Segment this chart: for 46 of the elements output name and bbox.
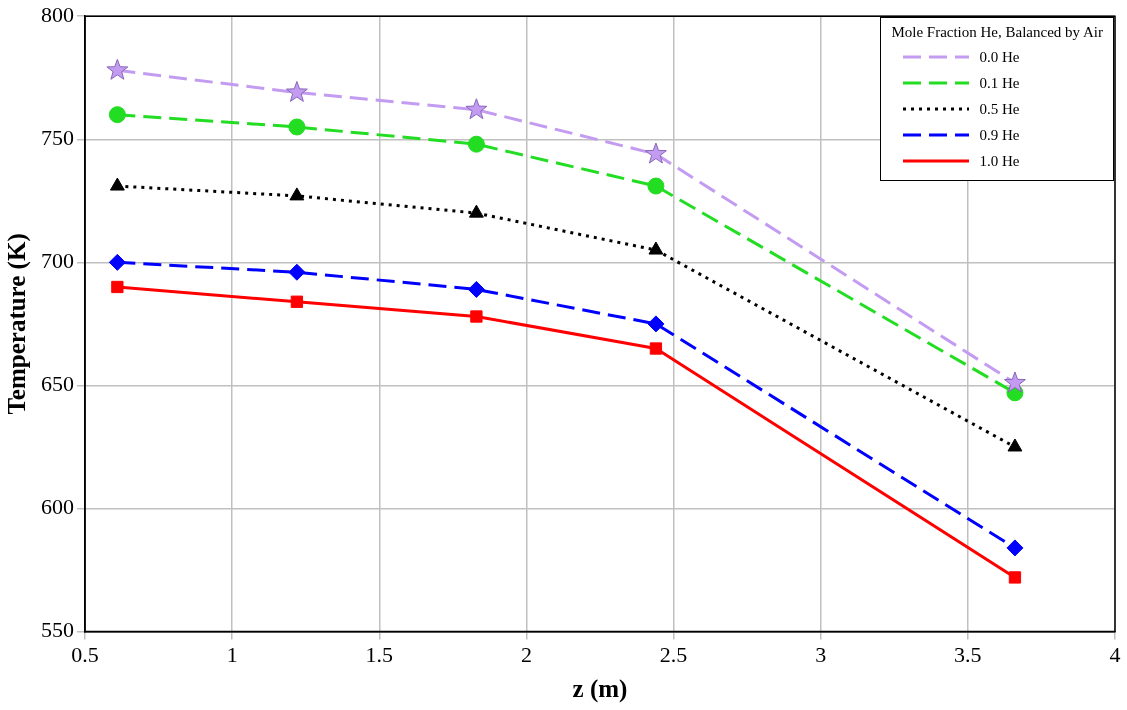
legend-label: 0.0 He	[979, 48, 1020, 66]
point	[470, 310, 483, 323]
point	[467, 280, 485, 298]
point	[647, 315, 665, 333]
y-tick-label: 550	[41, 617, 74, 643]
point	[108, 253, 126, 271]
x-tick-label: 1	[226, 641, 238, 667]
point	[647, 177, 665, 195]
x-tick-label: 3	[815, 641, 827, 667]
y-tick-label: 700	[41, 248, 74, 274]
point	[467, 135, 485, 153]
point	[106, 58, 129, 80]
x-tick-label: 2.5	[659, 641, 688, 667]
y-axis-title: Temperature (K)	[3, 233, 32, 415]
legend-title: Mole Fraction He, Balanced by Air	[891, 24, 1103, 42]
point	[108, 106, 126, 124]
point	[109, 177, 125, 191]
point	[1008, 571, 1022, 584]
point	[290, 295, 304, 308]
point	[648, 241, 664, 255]
x-tick-label: 1.5	[365, 641, 394, 667]
legend-label: 1.0 He	[979, 152, 1020, 170]
x-axis-title: z (m)	[572, 675, 628, 704]
point	[289, 187, 305, 201]
point	[644, 142, 667, 164]
x-tick-label: 3.5	[954, 641, 982, 667]
point	[111, 280, 124, 294]
y-tick-label: 800	[41, 1, 74, 27]
legend-label: 0.1 He	[979, 74, 1020, 92]
x-tick-label: 4	[1109, 641, 1121, 667]
point	[288, 263, 306, 281]
y-tick-label: 650	[41, 371, 74, 397]
point	[288, 118, 306, 136]
legend-label: 0.5 He	[979, 100, 1020, 118]
point	[1006, 539, 1024, 557]
y-tick-label: 750	[41, 125, 74, 151]
x-tick-label: 0.5	[71, 641, 99, 667]
x-tick-label: 2	[520, 641, 532, 667]
point	[465, 98, 488, 120]
point	[649, 342, 663, 355]
point	[1007, 438, 1023, 452]
point	[468, 204, 484, 218]
point	[1003, 371, 1026, 393]
y-tick-label: 600	[41, 494, 74, 520]
legend-label: 0.9 He	[979, 126, 1020, 144]
point	[285, 81, 308, 102]
